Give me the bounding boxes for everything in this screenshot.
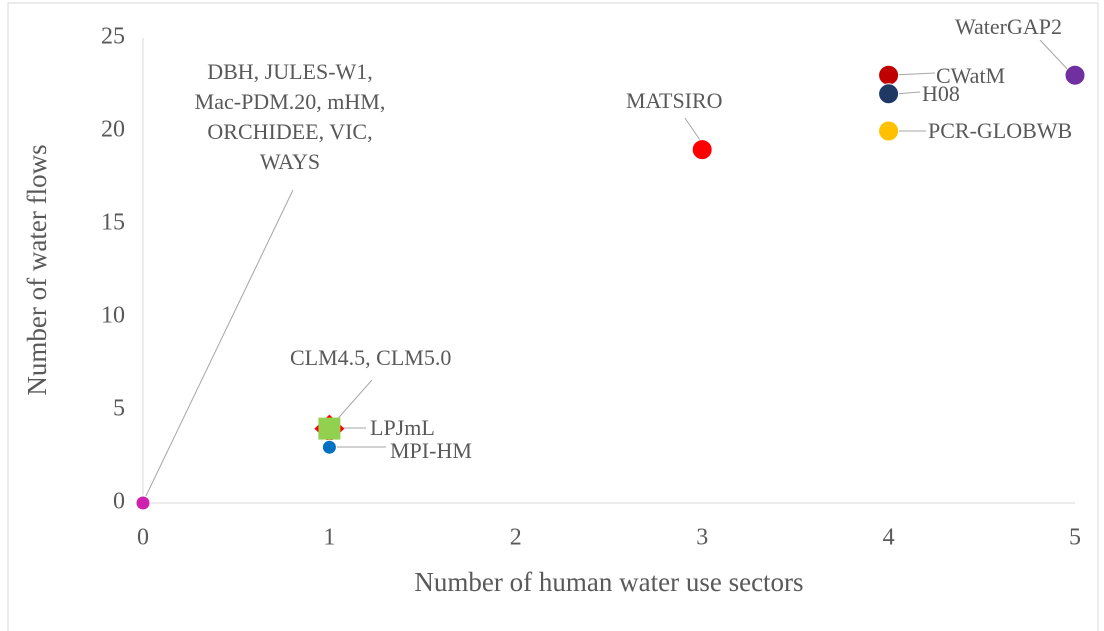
chart-frame: [7, 2, 1099, 631]
x-tick-label: 2: [510, 525, 522, 551]
point: [878, 83, 900, 105]
x-tick-label: 1: [323, 525, 335, 551]
leader-line: [1039, 39, 1071, 73]
leader-line: [892, 72, 936, 76]
y-axis-title: Number of water flows: [22, 144, 52, 395]
point: [878, 64, 900, 86]
x-tick-label: 5: [1069, 525, 1081, 551]
x-tick-label: 3: [696, 525, 708, 551]
point-label: MPI-HM: [390, 438, 472, 463]
leader-line: [894, 91, 921, 95]
point-label: WaterGAP2: [955, 14, 1062, 39]
leader-line: [332, 379, 373, 425]
point: [1064, 64, 1086, 86]
point-label: PCR-GLOBWB: [928, 118, 1073, 143]
point-label: CLM4.5, CLM5.0: [290, 345, 452, 370]
y-tick-label: 10: [101, 303, 125, 329]
point-label: MATSIRO: [626, 88, 723, 113]
y-tick-label: 25: [101, 24, 125, 50]
point: [318, 417, 341, 440]
point-label: LPJmL: [370, 415, 435, 440]
point-label: DBH, JULES-W1, Mac-PDM.20, mHM, ORCHIDEE…: [194, 59, 386, 174]
point: [878, 120, 900, 142]
leader-line: [144, 189, 294, 499]
y-tick-label: 15: [101, 210, 125, 236]
y-tick-label: 20: [101, 117, 125, 143]
point-label: CWatM: [936, 63, 1006, 88]
point: [135, 495, 151, 511]
x-tick-label: 0: [137, 525, 149, 551]
point: [691, 139, 713, 161]
point-label: H08: [922, 81, 960, 106]
point: [321, 439, 337, 455]
x-tick-label: 4: [883, 525, 895, 551]
leader-line: [684, 117, 703, 144]
x-axis-title: Number of human water use sectors: [414, 567, 803, 597]
y-tick-label: 5: [113, 396, 125, 422]
y-tick-label: 0: [113, 489, 125, 515]
